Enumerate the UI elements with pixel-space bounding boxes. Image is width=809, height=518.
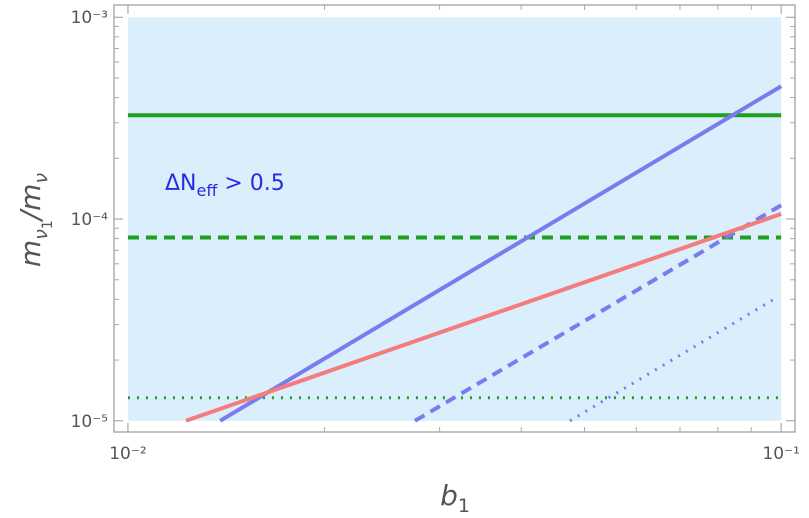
- y-tick-label: 10⁻⁵: [71, 412, 108, 432]
- x-label-part: 1: [458, 495, 470, 517]
- series-line: [569, 296, 777, 423]
- series-line: [219, 84, 783, 423]
- x-tick-label: 10⁻²: [109, 444, 146, 464]
- series-line: [185, 212, 782, 423]
- annotation: ΔNeff > 0.5: [165, 171, 285, 200]
- x-axis-label: b1: [440, 479, 470, 517]
- y-label-part: 1: [40, 220, 56, 229]
- annotation-part: > 0.5: [217, 171, 284, 196]
- annotation-part: eff: [197, 181, 219, 200]
- plot-frame: [113, 4, 796, 433]
- x-label-part: b: [440, 479, 458, 512]
- y-axis-label: mν1/mν: [14, 173, 56, 268]
- y-label-part: /m: [14, 184, 47, 224]
- x-tick-label: 10⁻¹: [762, 444, 799, 464]
- annotation-part: ΔN: [165, 171, 197, 196]
- y-label-part: ν: [30, 173, 52, 184]
- y-label-part: m: [14, 240, 47, 267]
- y-tick-label: 10⁻³: [71, 8, 108, 28]
- y-label-part: ν: [30, 229, 52, 240]
- y-tick-label: 10⁻⁴: [71, 210, 109, 230]
- shaded-region: [127, 17, 782, 421]
